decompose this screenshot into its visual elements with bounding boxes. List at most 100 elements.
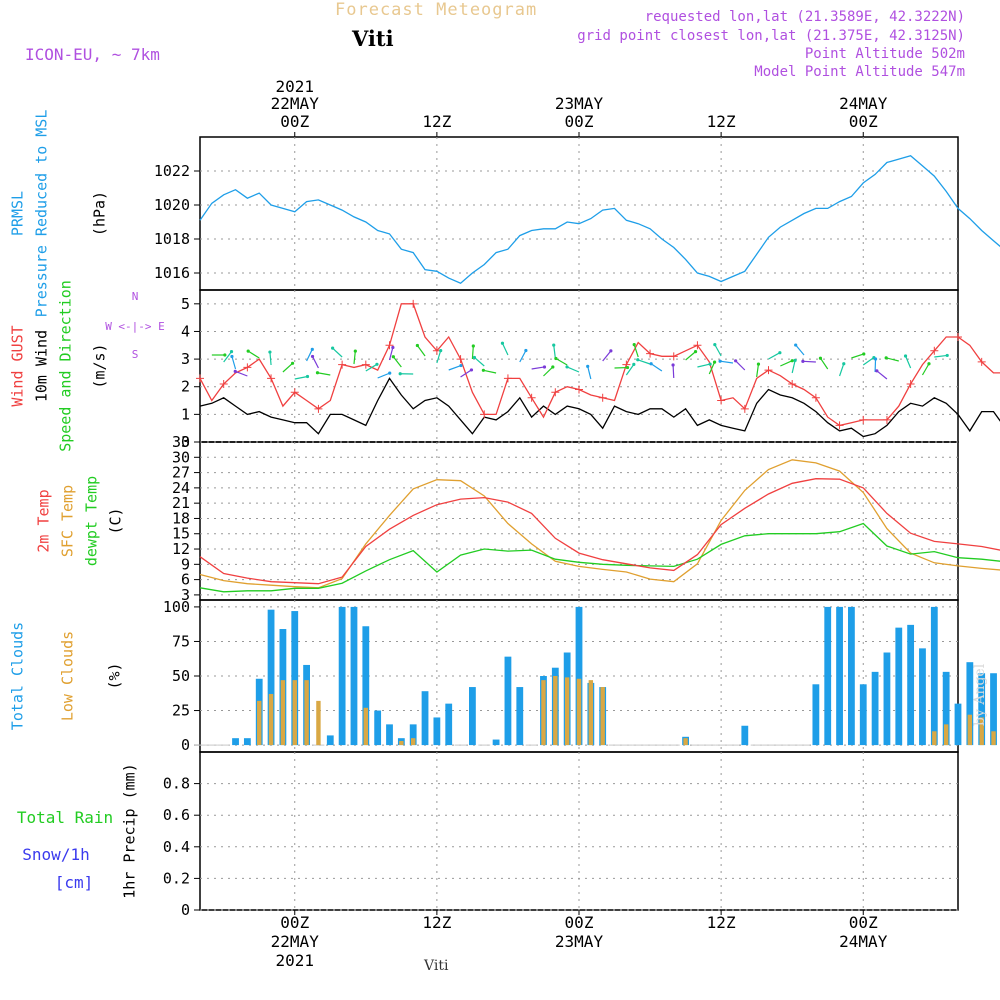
temp-2m-line	[199, 478, 1000, 585]
wind-direction-arrow	[471, 345, 474, 360]
top-hour-label: 00Z	[849, 112, 878, 131]
wind-direction-arrow	[650, 363, 663, 372]
total-cloud-bar	[409, 724, 417, 746]
total-cloud-bar	[243, 738, 251, 746]
wind-direction-arrow	[838, 363, 845, 377]
y-tick-label: 9	[181, 555, 190, 573]
panel-temp-unit: (C)	[107, 507, 125, 534]
wind-direction-arrow	[543, 366, 554, 377]
wind-arrow-head	[551, 365, 555, 369]
wind-arrow-head	[391, 345, 395, 350]
wind-arrow-head	[884, 356, 888, 360]
y-tick-label: 1	[181, 405, 190, 423]
gust-marker	[811, 393, 820, 402]
panel-pressure-label: PRMSL	[9, 191, 27, 236]
bottom-hour-label: 12Z	[422, 913, 451, 932]
wind-direction-arrow	[553, 345, 556, 359]
low-cloud-bar	[292, 680, 297, 746]
gust-marker	[551, 388, 560, 397]
low-cloud-bar	[280, 680, 286, 746]
low-cloud-bar	[600, 687, 605, 746]
y-tick-label: 2	[181, 378, 190, 396]
wind-direction-arrow	[876, 370, 888, 380]
wind-direction-arrow	[735, 360, 746, 371]
gust-marker	[338, 360, 347, 369]
gust-marker	[598, 393, 607, 402]
total-cloud-bar	[326, 735, 334, 746]
y-tick-label: 25	[172, 702, 190, 720]
gust-marker	[906, 379, 915, 388]
total-cloud-bar	[859, 684, 867, 746]
wind-direction-arrow	[436, 350, 442, 364]
gridpoint-coordinates: grid point closest lon,lat (21.375E, 42.…	[577, 28, 965, 44]
bottom-day-label: 24MAY	[839, 932, 888, 951]
total-cloud-bar	[883, 652, 891, 746]
wind-direction-arrow	[448, 364, 462, 371]
wind-arrow-head	[794, 343, 798, 347]
wind-arrow-head	[875, 369, 879, 373]
total-cloud-bar	[350, 606, 358, 746]
low-cloud-bar	[967, 714, 973, 746]
y-tick-label: 3	[181, 586, 190, 604]
wind-direction-arrow	[294, 375, 308, 380]
wind-direction-arrow	[483, 369, 497, 374]
y-tick-label: 6	[181, 571, 190, 589]
bottom-year-label: 2021	[275, 951, 314, 970]
wind-direction-arrow	[312, 356, 319, 369]
model-name: ICON-EU, ~ 7km	[25, 45, 160, 64]
wind-arrow-head	[554, 356, 558, 361]
wind-arrow-head	[818, 356, 823, 360]
gust-marker	[219, 379, 228, 388]
top-hour-label: 00Z	[280, 112, 309, 131]
wind-arrow-head	[315, 371, 320, 375]
low-cloud-bar	[588, 680, 594, 746]
gust-marker	[196, 374, 204, 383]
wind-direction-arrow	[388, 347, 394, 361]
y-tick-label: 0	[181, 901, 190, 919]
wind-arrow-head	[353, 349, 357, 353]
y-tick-label: 1018	[154, 230, 190, 248]
top-day-label: 23MAY	[555, 94, 604, 113]
panel-wind-unit: (m/s)	[91, 343, 109, 388]
y-tick-label: 1020	[154, 196, 190, 214]
wind-direction-arrow	[756, 364, 760, 378]
y-tick-label: 50	[172, 667, 190, 685]
wind-arrow-head	[471, 344, 475, 348]
wind-direction-arrow	[921, 363, 930, 376]
wind-arrow-head	[801, 359, 805, 363]
gust-marker	[385, 341, 394, 350]
bottom-hour-label: 00Z	[280, 913, 309, 932]
low-cloud-bar	[932, 731, 937, 746]
wind-direction-arrow	[306, 349, 313, 362]
low-cloud-bar	[564, 677, 570, 746]
gust-marker	[717, 396, 726, 405]
total-rain-label: Total Rain	[17, 808, 113, 827]
wind-direction-arrow	[934, 354, 948, 358]
wind-direction-arrow	[332, 347, 343, 358]
wind-arrow-head	[945, 353, 949, 358]
total-cloud-bar	[930, 606, 938, 746]
low-cloud-bar	[991, 731, 996, 746]
total-cloud-bar	[433, 717, 441, 746]
wind-direction-arrow	[223, 351, 232, 363]
gust-marker	[764, 366, 773, 375]
low-cloud-bar	[979, 717, 984, 746]
wind-arrow-head	[398, 372, 402, 376]
total-cloud-bar	[919, 648, 926, 746]
footer-location: Viti	[424, 958, 449, 974]
y-tick-label: 5	[181, 295, 190, 313]
wind-arrow-head	[233, 369, 237, 373]
gust-marker	[740, 404, 749, 413]
y-tick-label: 0	[181, 736, 190, 754]
gust-marker	[243, 363, 252, 372]
y-tick-label: 27	[172, 464, 190, 482]
wind-direction-arrow	[501, 342, 509, 356]
y-tick-label: 33	[172, 433, 190, 451]
wind-arrow-head	[842, 362, 846, 366]
total-cloud-bar	[978, 673, 986, 746]
wind-direction-arrow	[247, 350, 260, 359]
gust-marker	[361, 360, 370, 369]
panel-clouds-label: Total Clouds	[9, 622, 27, 730]
low-cloud-bar	[541, 680, 546, 746]
